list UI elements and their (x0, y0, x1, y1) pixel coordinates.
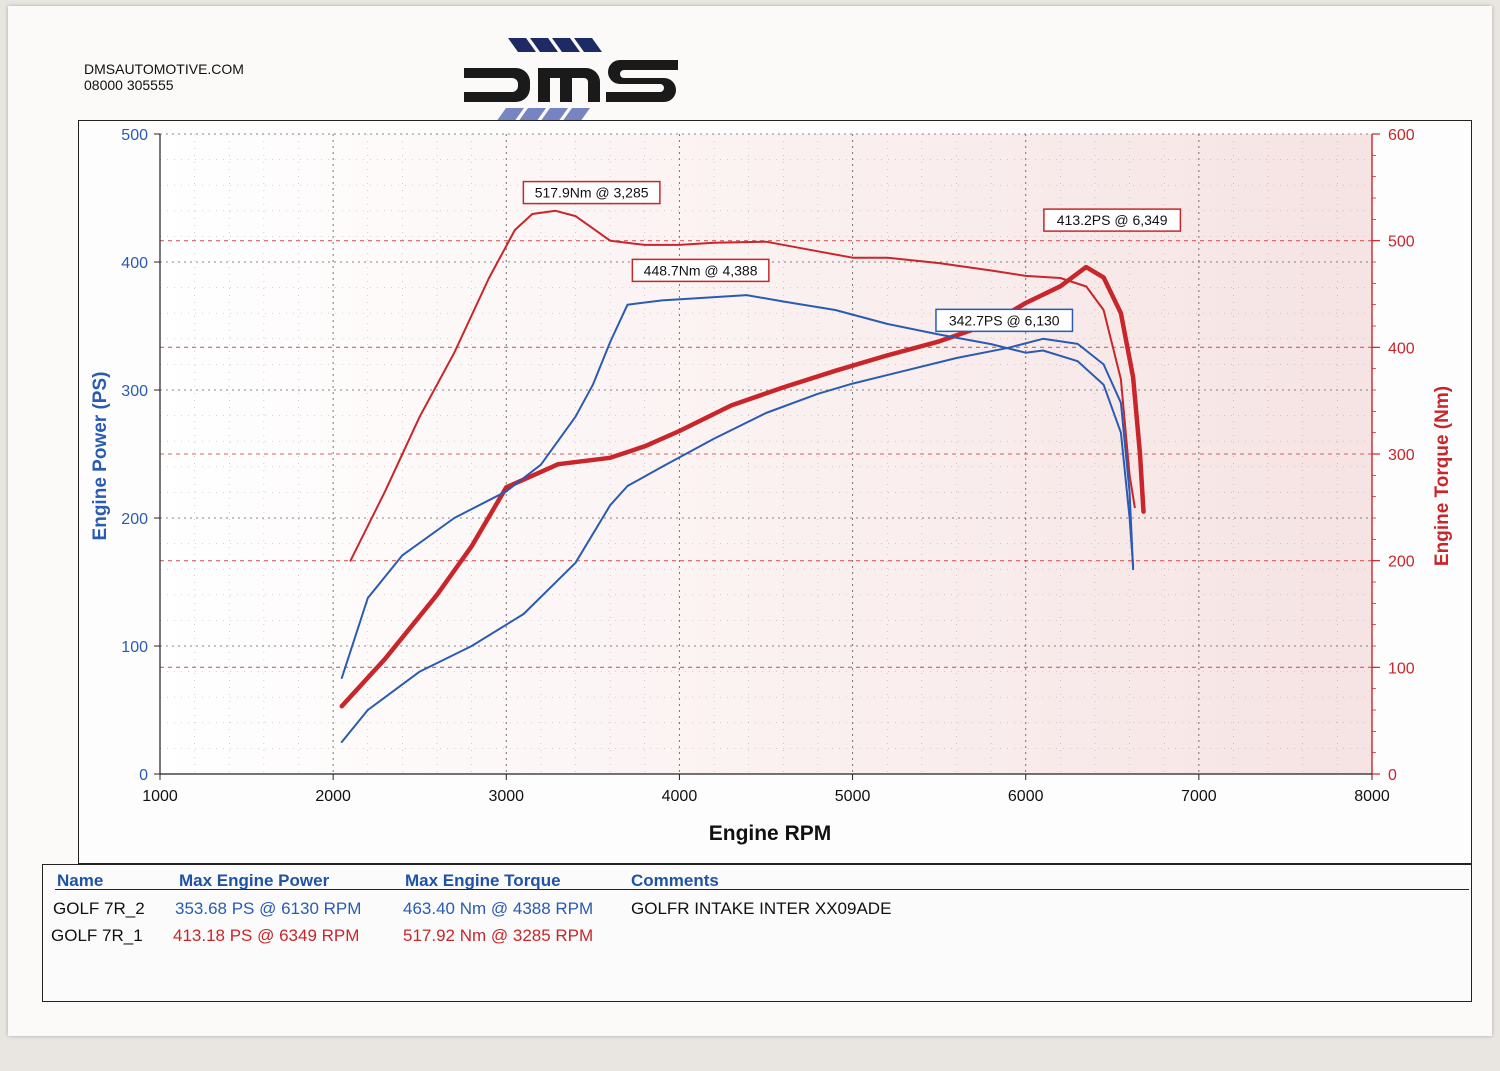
series-line-golf-7r-2-torque (340, 294, 1135, 679)
results-table-header: Name Max Engine Power Max Engine Torque … (55, 867, 1469, 890)
y-right-tick-label: 400 (1388, 340, 1415, 357)
y-left-tick-label: 400 (121, 255, 148, 272)
row-comments: GOLFR INTAKE INTER XX09ADE (631, 899, 892, 918)
y-left-tick-label: 500 (121, 127, 148, 144)
series-layer (339, 209, 1146, 743)
row-max-torque: 463.40 Nm @ 4388 RPM (403, 899, 594, 918)
header-max-power: Max Engine Power (179, 871, 330, 890)
dyno-sheet: DMSAUTOMOTIVE.COM 08000 305555 (8, 6, 1492, 1036)
row-max-power: 413.18 PS @ 6349 RPM (173, 926, 360, 945)
y-right-tick-label: 100 (1388, 660, 1415, 677)
header-comments: Comments (631, 871, 719, 890)
header-max-torque: Max Engine Torque (405, 871, 561, 890)
table-row: GOLF 7R_1 413.18 PS @ 6349 RPM 517.92 Nm… (43, 926, 1463, 950)
annotation-box (1043, 208, 1182, 232)
annotation-label: 517.9Nm @ 3,285 (535, 185, 649, 201)
series-line-golf-7r-2-power (340, 337, 1135, 743)
annotation-label: 413.2PS @ 6,349 (1057, 212, 1168, 228)
x-tick-label: 7000 (1181, 788, 1217, 805)
annotation-box (522, 180, 661, 205)
header-name: Name (57, 871, 104, 890)
company-contact: DMSAUTOMOTIVE.COM 08000 305555 (84, 61, 244, 93)
y-left-tick-label: 300 (121, 383, 148, 400)
x-tick-label: 6000 (1008, 788, 1044, 805)
x-tick-label: 5000 (835, 788, 871, 805)
annotation-box (935, 308, 1074, 333)
company-phone: 08000 305555 (84, 77, 174, 93)
series-line-golf-7r-1-torque (349, 209, 1136, 562)
annotation-label: 448.7Nm @ 4,388 (644, 262, 758, 278)
results-table: Name Max Engine Power Max Engine Torque … (42, 864, 1472, 1002)
annotation-label: 342.7PS @ 6,130 (949, 312, 1060, 328)
x-axis-label: Engine RPM (709, 822, 832, 845)
company-website: DMSAUTOMOTIVE.COM (84, 61, 244, 77)
x-tick-label: 1000 (142, 788, 178, 805)
y-right-tick-label: 200 (1388, 554, 1415, 571)
y-left-tick-label: 0 (139, 767, 148, 784)
annotation-box (631, 258, 770, 283)
axes: 1000 2000 3000 4000 5000 6000 7000 800001002003… (121, 127, 1415, 805)
x-tick-label: 8000 (1354, 788, 1390, 805)
dyno-chart: 1000 2000 3000 4000 5000 6000 7000 800001002003… (90, 127, 1453, 845)
y-right-tick-label: 300 (1388, 447, 1415, 464)
x-tick-label: 3000 (488, 788, 524, 805)
y-right-tick-label: 0 (1388, 767, 1397, 784)
series-line-golf-7r-1-power (339, 264, 1146, 709)
x-tick-label: 2000 (315, 788, 351, 805)
dms-logo (464, 38, 678, 122)
row-name: GOLF 7R_2 (53, 899, 145, 918)
table-row: GOLF 7R_2 353.68 PS @ 6130 RPM 463.40 Nm… (43, 899, 1463, 923)
y-axis-right-label: Engine Torque (Nm) (1432, 386, 1453, 566)
y-left-tick-label: 100 (121, 639, 148, 656)
row-max-power: 353.68 PS @ 6130 RPM (175, 899, 362, 918)
row-name: GOLF 7R_1 (51, 926, 143, 945)
y-right-tick-label: 500 (1388, 234, 1415, 251)
row-max-torque: 517.92 Nm @ 3285 RPM (403, 926, 594, 945)
x-tick-label: 4000 (662, 788, 698, 805)
y-axis-left-label: Engine Power (PS) (90, 372, 111, 541)
y-right-tick-label: 600 (1388, 127, 1415, 144)
y-left-tick-label: 200 (121, 511, 148, 528)
annotations-layer: 517.9Nm @ 3,285 413.2PS @ 6,349 448.7Nm @ … (522, 180, 1182, 333)
